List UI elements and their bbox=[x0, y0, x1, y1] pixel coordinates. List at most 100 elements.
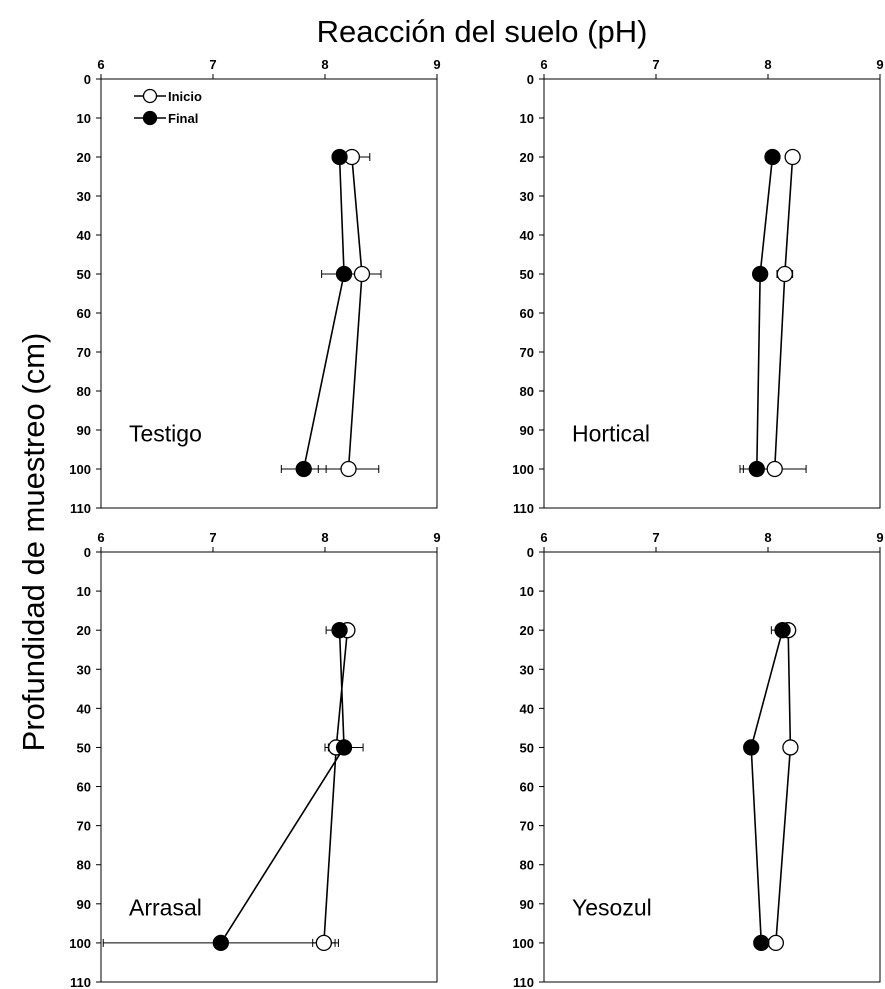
y-tick-label: 80 bbox=[77, 858, 91, 873]
x-tick-label: 8 bbox=[321, 57, 328, 72]
y-tick-label: 100 bbox=[512, 462, 534, 477]
x-tick-label: 6 bbox=[540, 530, 547, 545]
x-tick-label: 7 bbox=[652, 530, 659, 545]
y-tick-label: 20 bbox=[520, 150, 534, 165]
plot-frame bbox=[543, 78, 881, 509]
y-tick-label: 30 bbox=[77, 189, 91, 204]
data-point-final bbox=[764, 148, 781, 166]
series-line-inicio bbox=[773, 156, 794, 470]
series-line-final bbox=[220, 630, 345, 944]
x-tick-label: 6 bbox=[540, 57, 547, 72]
y-tick-label: 90 bbox=[77, 897, 91, 912]
data-point-inicio bbox=[315, 934, 333, 952]
y-tick-label: 80 bbox=[520, 384, 534, 399]
y-tick-label: 60 bbox=[77, 306, 91, 321]
x-tick-label: 9 bbox=[876, 57, 883, 72]
x-tick-label: 6 bbox=[97, 57, 104, 72]
data-point-final bbox=[331, 148, 348, 166]
x-tick-label: 9 bbox=[433, 530, 440, 545]
panel-label: Arrasal bbox=[129, 895, 202, 921]
legend-marker bbox=[142, 88, 158, 104]
series-line-final bbox=[750, 629, 784, 943]
y-tick-label: 50 bbox=[77, 740, 91, 755]
y-axis-label: Profundidad de muestreo (cm) bbox=[16, 333, 51, 752]
x-tick-label: 7 bbox=[209, 57, 216, 72]
y-tick-label: 100 bbox=[69, 936, 91, 951]
y-tick-label: 90 bbox=[77, 423, 91, 438]
y-tick-label: 80 bbox=[520, 858, 534, 873]
plot-frame bbox=[100, 78, 438, 509]
y-tick-label: 70 bbox=[77, 345, 91, 360]
y-tick-label: 70 bbox=[77, 819, 91, 834]
y-tick-label: 10 bbox=[520, 111, 534, 126]
data-point-final bbox=[743, 739, 760, 756]
y-tick-label: 10 bbox=[77, 111, 91, 126]
x-tick-label: 7 bbox=[652, 57, 659, 72]
y-tick-label: 0 bbox=[84, 72, 91, 87]
data-point-final bbox=[335, 265, 353, 283]
y-tick-label: 50 bbox=[77, 267, 91, 282]
y-tick-label: 110 bbox=[513, 501, 534, 516]
y-tick-label: 20 bbox=[77, 623, 91, 638]
data-point-final bbox=[752, 265, 769, 283]
data-point-inicio bbox=[766, 460, 783, 478]
x-tick-label: 8 bbox=[321, 530, 328, 545]
data-point-inicio bbox=[776, 265, 793, 283]
series-line-inicio bbox=[347, 156, 363, 470]
legend-entry: Inicio bbox=[168, 89, 202, 104]
x-tick-label: 8 bbox=[764, 530, 771, 545]
chart-title: Reacción del suelo (pH) bbox=[317, 14, 648, 49]
y-tick-label: 80 bbox=[77, 384, 91, 399]
y-tick-label: 40 bbox=[77, 228, 91, 243]
series-line-final bbox=[756, 156, 774, 470]
y-tick-label: 70 bbox=[520, 819, 534, 834]
data-point-inicio bbox=[340, 460, 357, 478]
y-tick-label: 20 bbox=[77, 150, 91, 165]
y-tick-label: 30 bbox=[520, 189, 534, 204]
panel-label: Yesozul bbox=[572, 895, 652, 921]
legend-entry: Final bbox=[168, 111, 198, 126]
y-tick-label: 0 bbox=[84, 545, 91, 560]
y-tick-label: 10 bbox=[77, 584, 91, 599]
y-tick-label: 60 bbox=[520, 780, 534, 795]
data-point-final bbox=[331, 622, 348, 639]
plot-frame bbox=[100, 551, 438, 983]
y-tick-label: 90 bbox=[520, 897, 534, 912]
y-tick-label: 40 bbox=[77, 701, 91, 716]
data-point-inicio bbox=[767, 934, 784, 952]
y-tick-label: 30 bbox=[520, 662, 534, 677]
panel-testigo: 6 7 8 90102030405060708090100110TestigoInic… bbox=[69, 57, 440, 516]
y-tick-label: 0 bbox=[527, 545, 534, 560]
x-tick-label: 9 bbox=[433, 57, 440, 72]
plot-frame bbox=[543, 551, 881, 983]
data-point-inicio bbox=[782, 739, 799, 756]
y-tick-label: 110 bbox=[70, 501, 91, 516]
panel-label: Hortical bbox=[572, 421, 650, 447]
y-tick-label: 60 bbox=[520, 306, 534, 321]
panels: 6 7 8 90102030405060708090100110TestigoInic… bbox=[69, 57, 883, 989]
data-point-inicio bbox=[784, 148, 801, 166]
y-tick-label: 0 bbox=[527, 72, 534, 87]
data-point-final bbox=[753, 934, 770, 952]
y-tick-label: 110 bbox=[70, 975, 91, 989]
data-point-inicio bbox=[353, 265, 371, 283]
x-tick-label: 8 bbox=[764, 57, 771, 72]
x-tick-label: 7 bbox=[209, 530, 216, 545]
y-tick-label: 110 bbox=[513, 975, 534, 989]
series-line-inicio bbox=[323, 630, 349, 943]
y-tick-label: 100 bbox=[512, 936, 534, 951]
data-point-final bbox=[748, 460, 765, 478]
series-line-final bbox=[302, 156, 345, 470]
data-point-final bbox=[212, 934, 229, 952]
x-tick-label: 9 bbox=[876, 530, 883, 545]
y-tick-label: 40 bbox=[520, 701, 534, 716]
panel-label: Testigo bbox=[129, 421, 202, 447]
y-tick-label: 60 bbox=[77, 780, 91, 795]
legend-marker bbox=[142, 110, 158, 126]
y-tick-label: 30 bbox=[77, 662, 91, 677]
data-point-final bbox=[335, 739, 353, 756]
